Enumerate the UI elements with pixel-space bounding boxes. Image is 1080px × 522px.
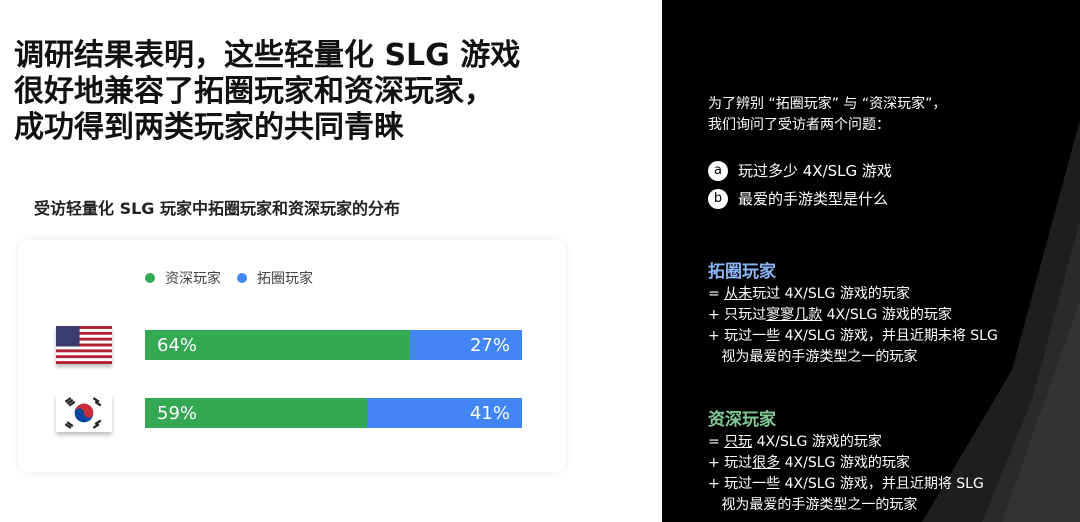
expand-heading: 拓圈玩家 (708, 262, 776, 282)
page-title: 调研结果表明，这些轻量化 SLG 游戏 很好地兼容了拓圈玩家和资深玩家， 成功得… (14, 38, 521, 145)
legend-item-expand: 拓圈玩家 (237, 268, 313, 288)
legend-item-veteran: 资深玩家 (145, 268, 221, 288)
kr-flag-icon (56, 394, 112, 432)
question-a: a 玩过多少 4X/SLG 游戏 (708, 160, 892, 181)
veteran-heading: 资深玩家 (708, 410, 776, 430)
bar-segment: 27% (410, 330, 522, 360)
bar-row: 59% 41% (145, 398, 522, 428)
question-b: b 最爱的手游类型是什么 (708, 188, 888, 209)
bar-segment: 59% (145, 398, 368, 428)
definition-line: = 从未玩过 4X/SLG 游戏的玩家 (708, 286, 910, 302)
definition-line: + 只玩过寥寥几款 4X/SLG 游戏的玩家 (708, 307, 952, 323)
definition-line: 视为最爱的手游类型之一的玩家 (708, 497, 918, 513)
chart-legend: 资深玩家 拓圈玩家 (145, 268, 313, 288)
panel-intro: 为了辨别 “拓圈玩家” 与 “资深玩家”， 我们询问了受访者两个问题： (708, 96, 947, 133)
definition-line: = 只玩 4X/SLG 游戏的玩家 (708, 434, 882, 450)
definition-line: + 玩过一些 4X/SLG 游戏，并且近期将 SLG (708, 476, 984, 492)
decorative-polygon-background (922, 120, 1080, 522)
veteran-definition: = 只玩 4X/SLG 游戏的玩家 + 玩过很多 4X/SLG 游戏的玩家 + 玩过… (708, 432, 984, 516)
legend-dot (145, 273, 155, 283)
bar-segment: 41% (367, 398, 522, 428)
definition-line: + 玩过一些 4X/SLG 游戏，并且近期未将 SLG (708, 328, 998, 344)
info-panel: 为了辨别 “拓圈玩家” 与 “资深玩家”， 我们询问了受访者两个问题： a 玩过多… (662, 0, 1080, 522)
bar-segment: 64% (145, 330, 411, 360)
expand-definition: = 从未玩过 4X/SLG 游戏的玩家 + 只玩过寥寥几款 4X/SLG 游戏的玩… (708, 284, 998, 368)
data-label: 41% (469, 402, 510, 424)
legend-dot (237, 273, 247, 283)
bar-row: 64% 27% (145, 330, 522, 360)
definition-line: 视为最爱的手游类型之一的玩家 (708, 349, 918, 365)
data-label: 27% (469, 334, 510, 356)
data-label: 59% (157, 402, 198, 424)
data-label: 64% (157, 334, 198, 356)
chart-title: 受访轻量化 SLG 玩家中拓圈玩家和资深玩家的分布 (34, 199, 400, 218)
definition-line: + 玩过很多 4X/SLG 游戏的玩家 (708, 455, 910, 471)
us-flag-icon (56, 326, 112, 364)
